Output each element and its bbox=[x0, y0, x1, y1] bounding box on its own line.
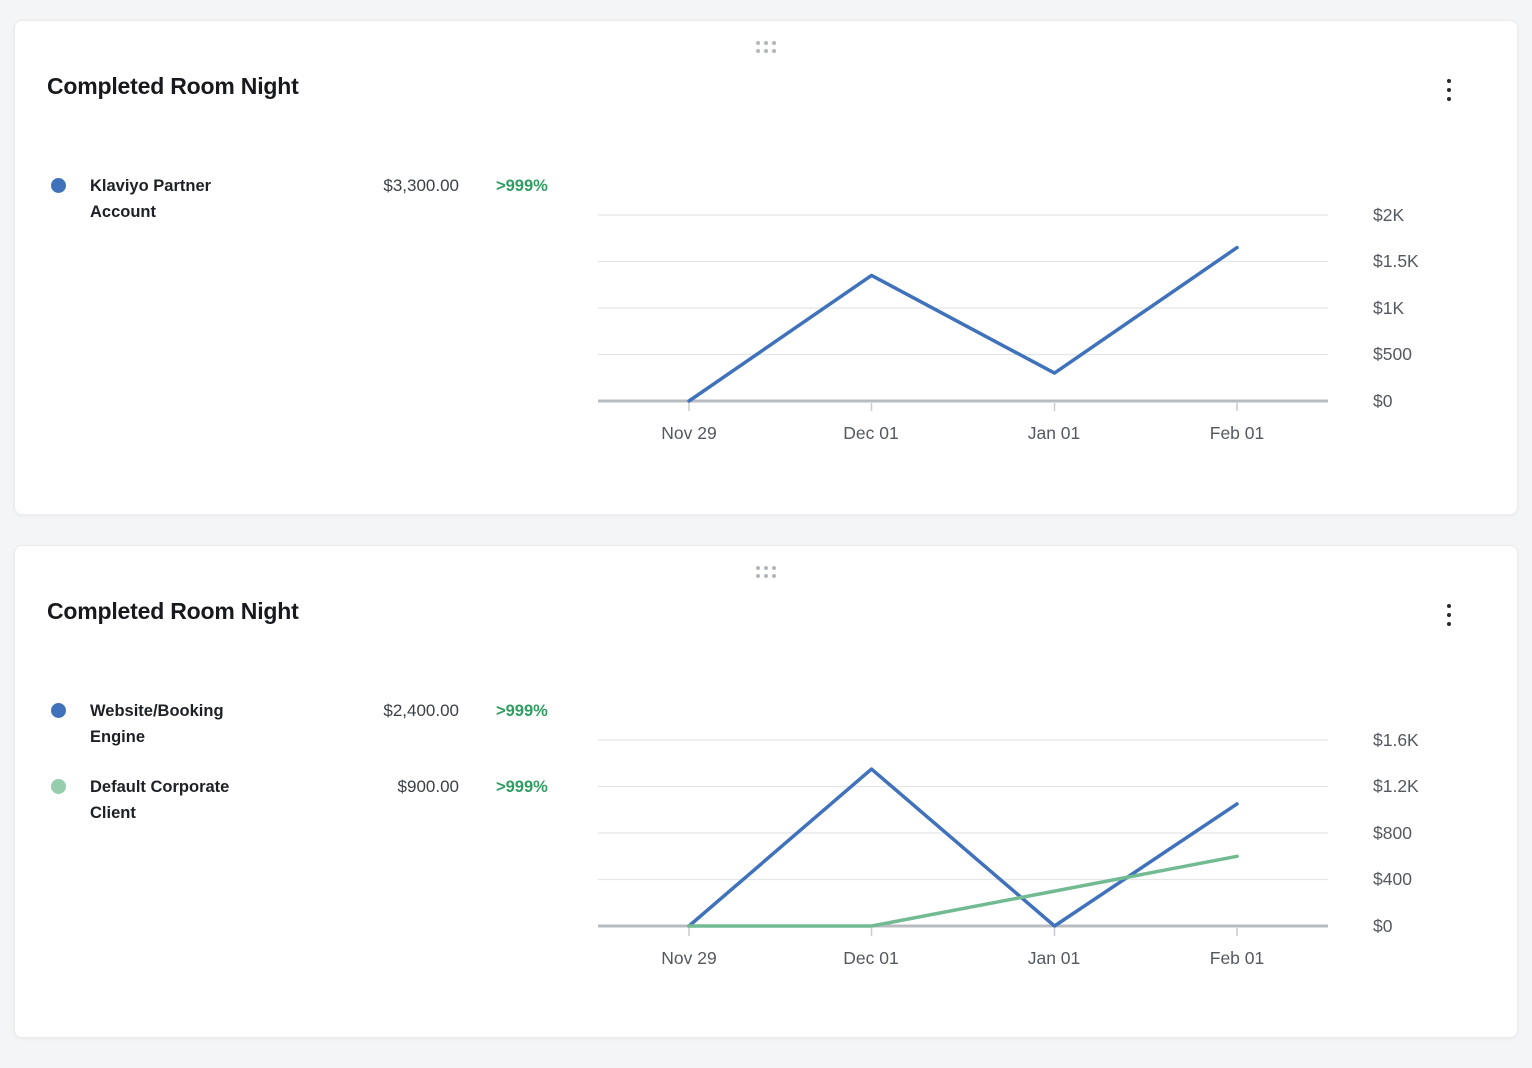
widget-title: Completed Room Night bbox=[47, 73, 299, 99]
series-color-dot bbox=[51, 178, 66, 193]
chart-plot-area bbox=[598, 739, 1328, 936]
y-axis-tick: $1.5K bbox=[1373, 251, 1419, 271]
series-color-dot bbox=[51, 779, 66, 794]
series-change-badge: >999% bbox=[496, 702, 548, 720]
y-axis-tick: $1.2K bbox=[1373, 776, 1419, 796]
widget-title: Completed Room Night bbox=[47, 598, 299, 624]
x-axis-tick: Nov 29 bbox=[661, 948, 717, 968]
y-axis-tick: $500 bbox=[1373, 344, 1412, 364]
series-change-badge: >999% bbox=[496, 177, 548, 195]
y-axis-tick: $800 bbox=[1373, 823, 1412, 843]
legend-item[interactable]: Klaviyo Partner Account $3,300.00 >999% bbox=[51, 173, 566, 225]
room-night-widget-1: Completed Room Night Klaviyo Partner Acc… bbox=[14, 20, 1518, 515]
y-axis-tick: $0 bbox=[1373, 916, 1393, 936]
series-total: $2,400.00 bbox=[383, 701, 459, 720]
series-total: $3,300.00 bbox=[383, 176, 459, 195]
chart-legend: Website/Booking Engine $2,400.00 >999% D… bbox=[51, 698, 566, 826]
y-axis-tick: $0 bbox=[1373, 391, 1393, 411]
more-options-button[interactable] bbox=[1437, 71, 1461, 109]
room-night-widget-2: Completed Room Night Website/Booking Eng… bbox=[14, 545, 1518, 1038]
line-chart: $2K $1.5K $1K $500 $0 Nov 29 Dec 01 Jan … bbox=[598, 205, 1503, 467]
chart-legend: Klaviyo Partner Account $3,300.00 >999% bbox=[51, 173, 566, 225]
kebab-menu-icon bbox=[1447, 604, 1451, 608]
legend-item[interactable]: Default Corporate Client $900.00 >999% bbox=[51, 774, 566, 826]
line-chart: $1.6K $1.2K $800 $400 $0 Nov 29 Dec 01 J… bbox=[598, 730, 1503, 992]
x-axis-tick: Jan 01 bbox=[1027, 948, 1081, 968]
y-axis-tick: $2K bbox=[1373, 205, 1405, 225]
kebab-menu-icon bbox=[1447, 79, 1451, 83]
drag-handle-icon[interactable] bbox=[750, 35, 782, 59]
y-axis-tick: $1.6K bbox=[1373, 730, 1419, 750]
series-change-badge: >999% bbox=[496, 778, 548, 796]
series-name: Website/Booking Engine bbox=[90, 702, 224, 746]
chart-plot-area bbox=[598, 214, 1328, 411]
x-axis-tick: Feb 01 bbox=[1209, 423, 1265, 443]
series-name: Default Corporate Client bbox=[90, 778, 230, 822]
series-total: $900.00 bbox=[397, 777, 459, 796]
y-axis-tick: $1K bbox=[1373, 298, 1405, 318]
y-axis-tick: $400 bbox=[1373, 869, 1412, 889]
x-axis-tick: Jan 01 bbox=[1027, 423, 1081, 443]
x-axis-tick: Nov 29 bbox=[661, 423, 717, 443]
series-color-dot bbox=[51, 703, 66, 718]
x-axis-tick: Feb 01 bbox=[1209, 948, 1265, 968]
drag-handle-icon[interactable] bbox=[750, 560, 782, 584]
series-name: Klaviyo Partner Account bbox=[90, 177, 212, 221]
legend-item[interactable]: Website/Booking Engine $2,400.00 >999% bbox=[51, 698, 566, 750]
x-axis-tick: Dec 01 bbox=[843, 948, 899, 968]
more-options-button[interactable] bbox=[1437, 596, 1461, 634]
x-axis-tick: Dec 01 bbox=[843, 423, 899, 443]
